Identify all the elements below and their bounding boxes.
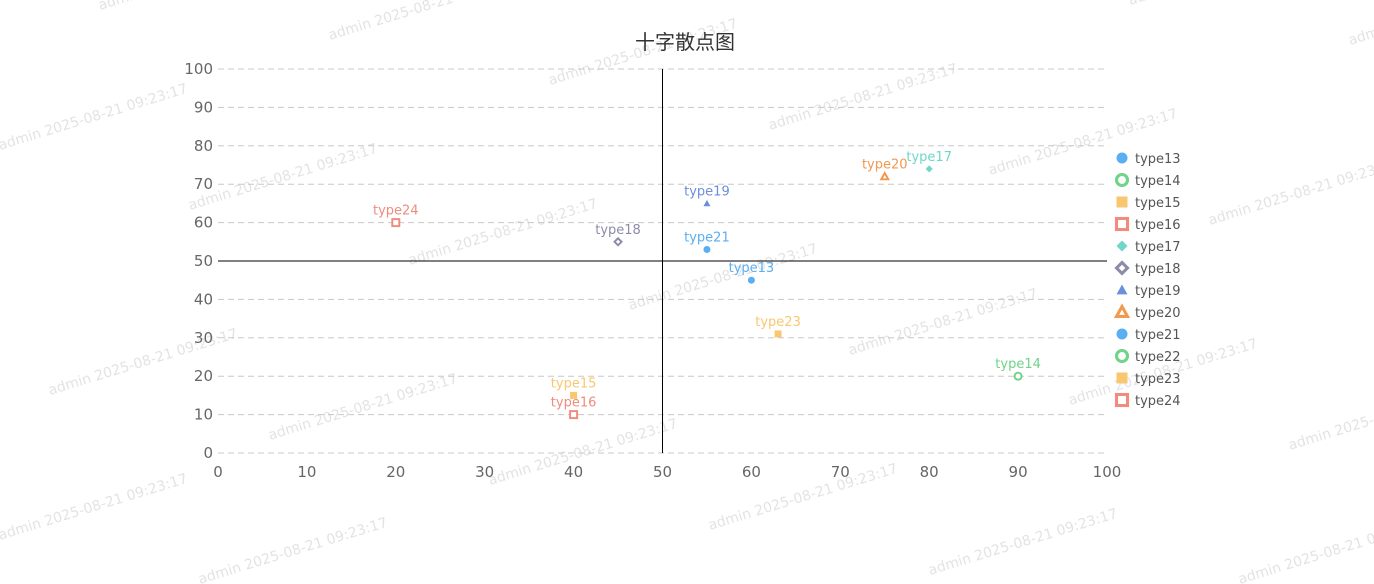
x-tick-label: 40 [564, 463, 583, 481]
legend[interactable]: type13 type14 type15 type16 type17 type18 type… [1113, 152, 1181, 409]
point-label-type14: type14 [995, 357, 1041, 372]
legend-marker-type18 [1114, 260, 1130, 276]
x-tick-label: 100 [1093, 463, 1122, 481]
legend-label: type24 [1135, 394, 1181, 409]
y-tick-label: 100 [184, 60, 213, 78]
legend-item-type24[interactable]: type24 [1114, 392, 1181, 409]
point-type17 [925, 165, 933, 173]
legend-item-type13[interactable]: type13 [1116, 152, 1181, 167]
x-tick-label: 90 [1009, 463, 1028, 481]
point-type20 [879, 171, 890, 181]
legend-item-type21[interactable]: type21 [1116, 328, 1181, 343]
legend-item-type17[interactable]: type17 [1116, 240, 1181, 255]
legend-marker-type14 [1114, 172, 1130, 188]
legend-item-type20[interactable]: type20 [1113, 303, 1181, 321]
y-tick-label: 10 [194, 406, 213, 424]
legend-label: type17 [1135, 240, 1181, 255]
point-type14 [1013, 371, 1023, 381]
legend-item-type15[interactable]: type15 [1116, 196, 1181, 211]
legend-item-type23[interactable]: type23 [1116, 372, 1181, 387]
y-tick-label: 40 [194, 290, 213, 308]
point-label-type23: type23 [755, 315, 801, 330]
y-tick-label: 50 [194, 252, 213, 270]
legend-label: type15 [1135, 196, 1181, 211]
legend-label: type18 [1135, 262, 1181, 277]
legend-marker-type21 [1116, 328, 1128, 340]
legend-item-type18[interactable]: type18 [1114, 260, 1181, 277]
point-label-type18: type18 [595, 223, 641, 238]
point-label-type19: type19 [684, 184, 730, 199]
x-tick-label: 50 [653, 463, 672, 481]
point-type15 [570, 391, 578, 399]
legend-label: type20 [1135, 306, 1181, 321]
legend-marker-type24 [1114, 392, 1130, 408]
legend-label: type13 [1135, 152, 1181, 167]
legend-label: type22 [1135, 350, 1181, 365]
point-type13 [747, 276, 755, 284]
point-label-type16: type16 [551, 396, 597, 411]
point-label-type24: type24 [373, 204, 419, 219]
legend-marker-type15 [1116, 196, 1128, 208]
y-tick-label: 60 [194, 214, 213, 232]
point-type23 [774, 330, 782, 338]
y-tick-label: 30 [194, 329, 213, 347]
point-type16 [569, 410, 579, 420]
x-tick-label: 70 [831, 463, 850, 481]
chart-title: 十字散点图 [635, 30, 735, 54]
point-type19 [703, 199, 711, 207]
legend-label: type21 [1135, 328, 1181, 343]
point-label-type17: type17 [906, 150, 952, 165]
x-tick-label: 60 [742, 463, 761, 481]
axes: 0 10 20 30 40 50 60 70 80 90 100 0 10 20 30 40 50 60 70 80 9… [184, 60, 1121, 481]
point-label-type13: type13 [729, 261, 775, 276]
y-tick-label: 70 [194, 175, 213, 193]
y-tick-label: 0 [203, 444, 213, 462]
x-tick-label: 0 [213, 463, 223, 481]
legend-item-type16[interactable]: type16 [1114, 216, 1181, 233]
legend-marker-type17 [1116, 240, 1128, 252]
legend-marker-type20 [1113, 303, 1131, 318]
legend-marker-type13 [1116, 152, 1128, 164]
point-type18 [613, 236, 623, 247]
point-label-type15: type15 [551, 376, 597, 391]
legend-label: type14 [1135, 174, 1181, 189]
x-tick-label: 30 [475, 463, 494, 481]
point-label-type20: type20 [862, 158, 908, 173]
x-tick-label: 20 [386, 463, 405, 481]
y-tick-label: 20 [194, 367, 213, 385]
point-type21 [703, 245, 711, 253]
legend-marker-type16 [1114, 216, 1130, 232]
legend-marker-type22 [1114, 348, 1130, 364]
point-type24 [391, 218, 401, 228]
legend-label: type23 [1135, 372, 1181, 387]
x-tick-label: 10 [297, 463, 316, 481]
legend-marker-type19 [1116, 284, 1128, 295]
y-tick-label: 80 [194, 137, 213, 155]
legend-item-type14[interactable]: type14 [1114, 172, 1181, 189]
legend-label: type16 [1135, 218, 1181, 233]
legend-item-type19[interactable]: type19 [1116, 284, 1181, 299]
data-points: type13 type14 type15 type16 type17 type18 type… [373, 150, 1041, 420]
point-label-type21: type21 [684, 230, 730, 245]
legend-marker-type23 [1116, 372, 1128, 384]
legend-item-type22[interactable]: type22 [1114, 348, 1181, 365]
y-tick-label: 90 [194, 98, 213, 116]
x-tick-label: 80 [920, 463, 939, 481]
legend-label: type19 [1135, 284, 1181, 299]
